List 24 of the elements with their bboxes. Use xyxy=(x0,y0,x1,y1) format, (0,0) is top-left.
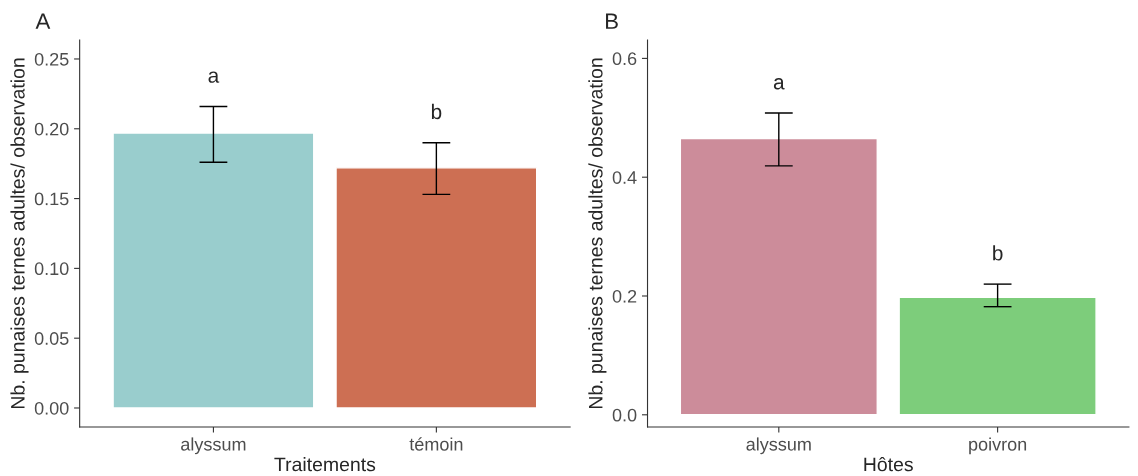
x-axis-title: Traitements xyxy=(274,457,376,472)
x-tick-label: poivron xyxy=(969,437,1027,455)
y-tick-label: 0.00 xyxy=(34,401,69,415)
y-tick-label: 0.05 xyxy=(34,332,69,345)
annotation: a xyxy=(773,78,785,90)
annotation: b xyxy=(993,245,1003,261)
y-tick-label: 0.0 xyxy=(612,408,637,422)
chart-title: A xyxy=(35,13,51,29)
x-axis-title: Hôtes xyxy=(864,456,913,472)
annotation: b xyxy=(431,103,442,120)
annotation: a xyxy=(208,71,220,83)
y-tick-label: 0.2 xyxy=(612,289,637,303)
y-axis-title: Nb. punaises ternes adultes/ observation xyxy=(10,58,29,409)
x-tick-label: témoin xyxy=(409,437,463,451)
y-tick-label: 0.20 xyxy=(34,122,69,136)
y-tick-label: 0.10 xyxy=(34,262,69,276)
y-tick-label: 0.4 xyxy=(612,171,637,184)
x-tick-label: alyssum xyxy=(181,437,246,455)
chart-title: B xyxy=(606,13,618,29)
y-tick-label: 0.15 xyxy=(34,192,69,206)
x-tick-label: alyssum xyxy=(746,437,811,455)
y-tick-label: 0.6 xyxy=(612,52,637,66)
y-tick-label: 0.25 xyxy=(34,52,69,66)
y-axis-title: Nb. punaises ternes adultes/ observation xyxy=(588,58,607,409)
